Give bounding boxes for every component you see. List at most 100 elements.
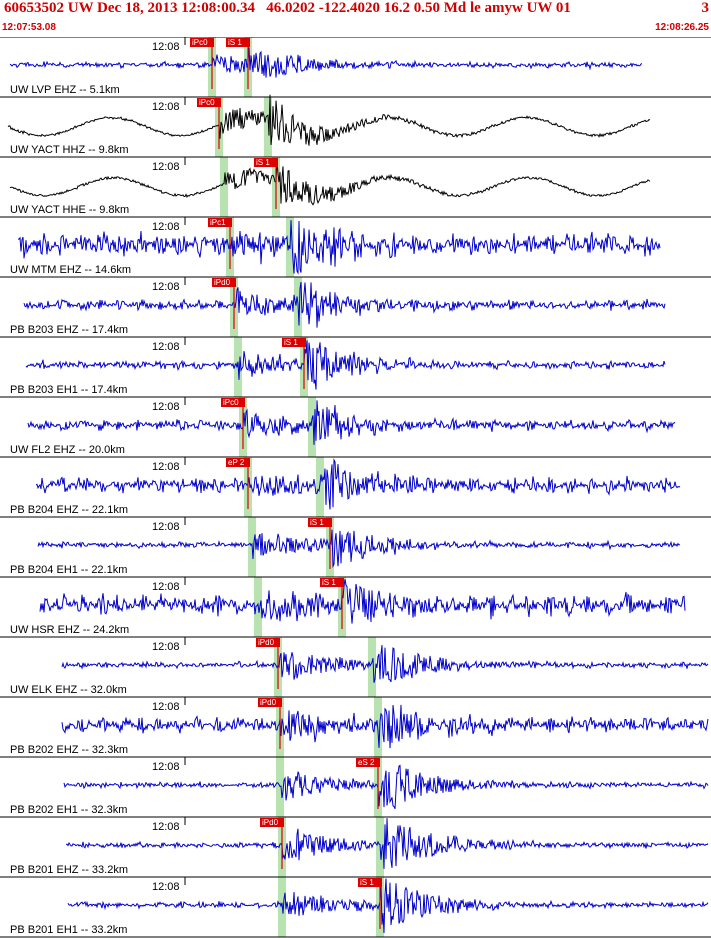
trace-panel: 12:08 PB B203 EH1 -- 17.4km iS 1 — [0, 337, 711, 398]
time-tick-label: 12:08 — [152, 401, 180, 413]
p-pick-label: iPc0 — [192, 38, 208, 47]
station-label: UW YACT HHE -- 9.8km — [10, 204, 129, 216]
trace-panel: 12:08 PB B203 EHZ -- 17.4km iPd0 — [0, 277, 711, 338]
time-tick-label: 12:08 — [152, 641, 180, 653]
time-tick-label: 12:08 — [152, 101, 180, 113]
station-label: UW FL2 EHZ -- 20.0km — [10, 444, 125, 456]
time-tick-label: 12:08 — [152, 521, 180, 533]
p-pick-flag — [221, 398, 245, 407]
p-pick-label: iPd0 — [260, 698, 277, 707]
predicted-p-band — [208, 37, 286, 937]
trace-panel: 12:08 PB B201 EHZ -- 33.2km iPd0 — [0, 817, 711, 878]
waveform — [61, 704, 709, 749]
time-tick-label: 12:08 — [152, 41, 180, 53]
p-pick-label: iPc1 — [210, 218, 226, 227]
p-pick-label: iPc0 — [199, 98, 215, 107]
waveform — [35, 458, 681, 510]
station-label: UW MTM EHZ -- 14.6km — [10, 264, 131, 276]
s-pick-label: iS 1 — [310, 518, 324, 527]
station-label: PB B203 EHZ -- 17.4km — [10, 324, 128, 336]
station-label: PB B202 EH1 -- 32.3km — [10, 804, 127, 816]
window-start-time: 12:07:53.08 — [2, 22, 56, 33]
s-pick-flag — [308, 518, 332, 527]
p-pick-flag — [260, 818, 284, 827]
trace-panel: 12:08 UW LVP EHZ -- 5.1km iPc0 iS 1 — [0, 37, 711, 98]
time-tick-label: 12:08 — [152, 281, 180, 293]
trace-panel: 12:08 UW MTM EHZ -- 14.6km iPc1 — [0, 217, 711, 278]
waveform — [9, 160, 651, 206]
trace-panel: 12:08 UW ELK EHZ -- 32.0km iPd0 — [0, 637, 711, 698]
waveform — [37, 529, 681, 569]
waveform — [67, 878, 709, 934]
waveform — [23, 282, 666, 328]
station-label: UW HSR EHZ -- 24.2km — [10, 624, 129, 636]
station-label: PB B202 EHZ -- 32.3km — [10, 744, 128, 756]
waveform — [27, 400, 676, 445]
s-pick-label: eS 2 — [358, 758, 375, 767]
time-tick-label: 12:08 — [152, 701, 180, 713]
waveform — [17, 220, 661, 275]
time-tick-label: 12:08 — [152, 221, 180, 233]
time-tick-label: 12:08 — [152, 161, 180, 173]
station-label: UW ELK EHZ -- 32.0km — [10, 684, 127, 696]
station-label: PB B204 EHZ -- 22.1km — [10, 504, 128, 516]
trace-panel: 12:08 UW FL2 EHZ -- 20.0km iPc0 — [0, 397, 711, 458]
s-pick-label: iS 1 — [360, 878, 374, 887]
time-tick-label: 12:08 — [152, 821, 180, 833]
waveform — [9, 47, 643, 78]
station-label: PB B201 EHZ -- 33.2km — [10, 864, 128, 876]
trace-panel: 12:08 PB B201 EH1 -- 33.2km iS 1 — [0, 877, 711, 938]
p-pick-label: iPd0 — [214, 278, 231, 287]
s-pick-flag — [254, 158, 278, 167]
trace-panel: 12:08 UW YACT HHE -- 9.8km iS 1 — [0, 157, 711, 218]
trace-panel: 12:08 UW YACT HHZ -- 9.8km iPc0 — [0, 94, 711, 158]
predicted-s-band — [244, 37, 384, 937]
p-pick-flag — [258, 698, 282, 707]
trace-panel: 12:08 PB B202 EH1 -- 32.3km eS 2 — [0, 757, 711, 818]
waveform — [7, 94, 651, 146]
event-header: 60653502 UW Dec 18, 2013 12:08:00.34 46.… — [0, 0, 711, 37]
station-label: PB B204 EH1 -- 22.1km — [10, 564, 127, 576]
p-pick-label: iPd0 — [262, 818, 279, 827]
waveform — [39, 579, 686, 624]
p-pick-flag — [212, 278, 236, 287]
seismogram-plot: 12:08 UW LVP EHZ -- 5.1km iPc0 iS 1 12:08 UW … — [0, 37, 711, 938]
trace-panel: 12:08 PB B204 EHZ -- 22.1km eP 2 — [0, 457, 711, 518]
window-end-time: 12:08:26.25 — [655, 22, 709, 33]
trace-panel: 12:08 PB B202 EHZ -- 32.3km iPd0 — [0, 697, 711, 758]
station-label: UW YACT HHZ -- 9.8km — [10, 144, 129, 156]
station-label: PB B201 EH1 -- 33.2km — [10, 924, 127, 936]
s-pick-flag — [226, 38, 250, 47]
s-pick-flag — [282, 338, 306, 347]
s-pick-label: iS 1 — [284, 338, 298, 347]
p-pick-flag — [208, 218, 232, 227]
s-pick-label: iS 1 — [322, 578, 336, 587]
waveform — [66, 818, 709, 869]
time-tick-label: 12:08 — [152, 341, 180, 353]
waveform — [25, 340, 666, 390]
p-pick-flag — [256, 638, 280, 647]
time-tick-label: 12:08 — [152, 461, 180, 473]
waveform — [63, 764, 709, 810]
page-number: 3 — [701, 0, 710, 16]
p-pick-flag — [190, 38, 214, 47]
station-label: PB B203 EH1 -- 17.4km — [10, 384, 127, 396]
s-pick-label: iS 1 — [256, 158, 270, 167]
trace-panel: 12:08 PB B204 EH1 -- 22.1km iS 1 — [0, 517, 711, 578]
waveform — [61, 645, 709, 683]
time-tick-label: 12:08 — [152, 761, 180, 773]
time-tick-label: 12:08 — [152, 881, 180, 893]
p-pick-label: iPd0 — [258, 638, 275, 647]
s-pick-flag — [356, 758, 380, 767]
s-pick-flag — [320, 578, 344, 587]
p-pick-flag — [197, 98, 221, 107]
station-label: UW LVP EHZ -- 5.1km — [10, 84, 120, 96]
event-title: 60653502 UW Dec 18, 2013 12:08:00.34 46.… — [4, 0, 571, 16]
trace-panel: 12:08 UW HSR EHZ -- 24.2km iS 1 — [0, 577, 711, 638]
s-pick-flag — [358, 878, 382, 887]
time-tick-label: 12:08 — [152, 581, 180, 593]
p-pick-label: eP 2 — [228, 458, 245, 467]
p-pick-label: iPc0 — [223, 398, 239, 407]
s-pick-label: iS 1 — [228, 38, 242, 47]
